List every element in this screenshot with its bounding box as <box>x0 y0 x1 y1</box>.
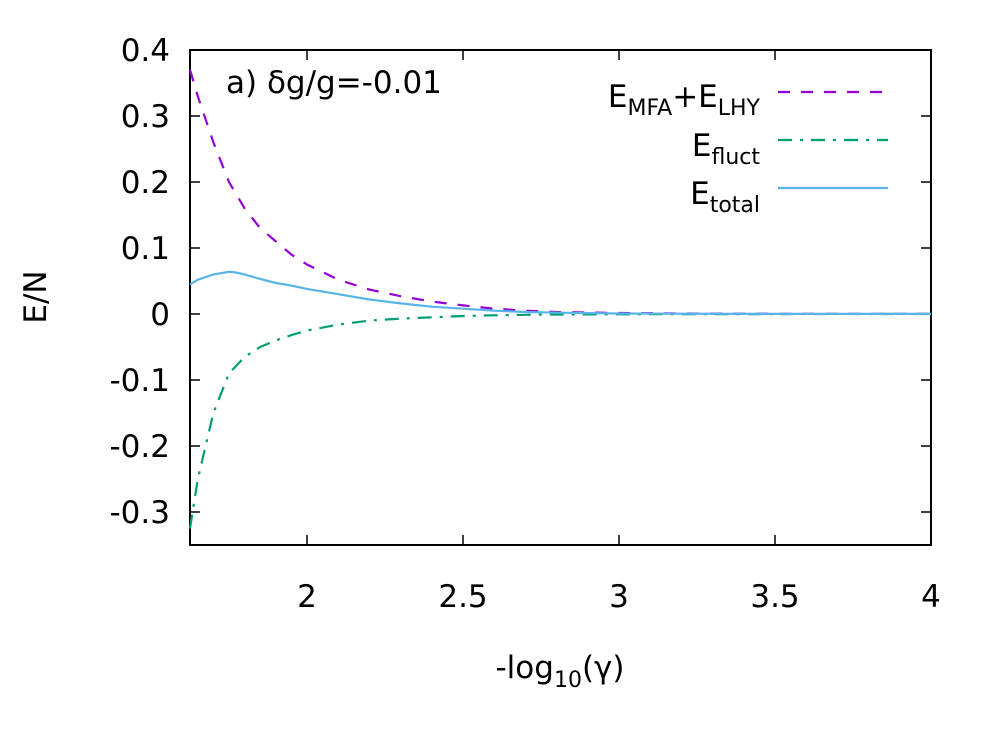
legend-total-main: E <box>690 176 710 212</box>
x-tick-label: 3.5 <box>750 579 799 615</box>
legend-fluct-sub: fluct <box>711 145 760 170</box>
legend-mfa-main: E <box>608 79 628 115</box>
y-tick-label: 0 <box>150 297 170 333</box>
plot-frame <box>189 49 932 546</box>
series-line-mfa <box>188 69 932 315</box>
series-group <box>188 69 932 529</box>
y-tick-label: 0.3 <box>121 99 170 135</box>
legend-total-sub: total <box>710 193 760 218</box>
series-line-fluct <box>188 312 932 529</box>
y-tick-label: 0.2 <box>121 165 170 201</box>
x-axis-title: -log10(γ) <box>496 650 625 693</box>
y-tick-label: 0.1 <box>121 231 170 267</box>
series-line-total <box>189 270 931 315</box>
ticks: 2 2.5 3 3.5 4 0.4 0.3 0.2 0.1 0 -0.1 -0.2 -0.3 <box>110 33 941 615</box>
legend: EMFA+ELHY Efluct Etotal <box>608 79 888 218</box>
y-axis-title: E/N <box>18 270 54 323</box>
x-axis-title-tail: (γ) <box>582 650 625 686</box>
y-tick-label: 0.4 <box>121 33 170 69</box>
x-tick-label: 2.5 <box>438 579 487 615</box>
legend-mfa-sub: MFA <box>628 96 673 121</box>
y-tick-label: -0.1 <box>110 363 171 399</box>
legend-mfa-plus: +E <box>672 79 718 115</box>
panel-annotation: a) δg/g=-0.01 <box>226 65 442 101</box>
x-tick-label: 4 <box>921 579 941 615</box>
x-tick-label: 2 <box>297 579 317 615</box>
x-tick-label: 3 <box>609 579 629 615</box>
y-tick-label: -0.3 <box>110 495 171 531</box>
legend-lhy-sub: LHY <box>718 96 761 121</box>
legend-label-fluct: Efluct <box>692 128 760 170</box>
legend-label-mfa-lhy: EMFA+ELHY <box>608 79 761 121</box>
legend-fluct-main: E <box>692 128 712 164</box>
x-axis-title-sub: 10 <box>554 668 582 693</box>
y-tick-label: -0.2 <box>110 429 171 465</box>
x-axis-title-main: -log <box>496 650 554 686</box>
legend-label-total: Etotal <box>690 176 760 218</box>
